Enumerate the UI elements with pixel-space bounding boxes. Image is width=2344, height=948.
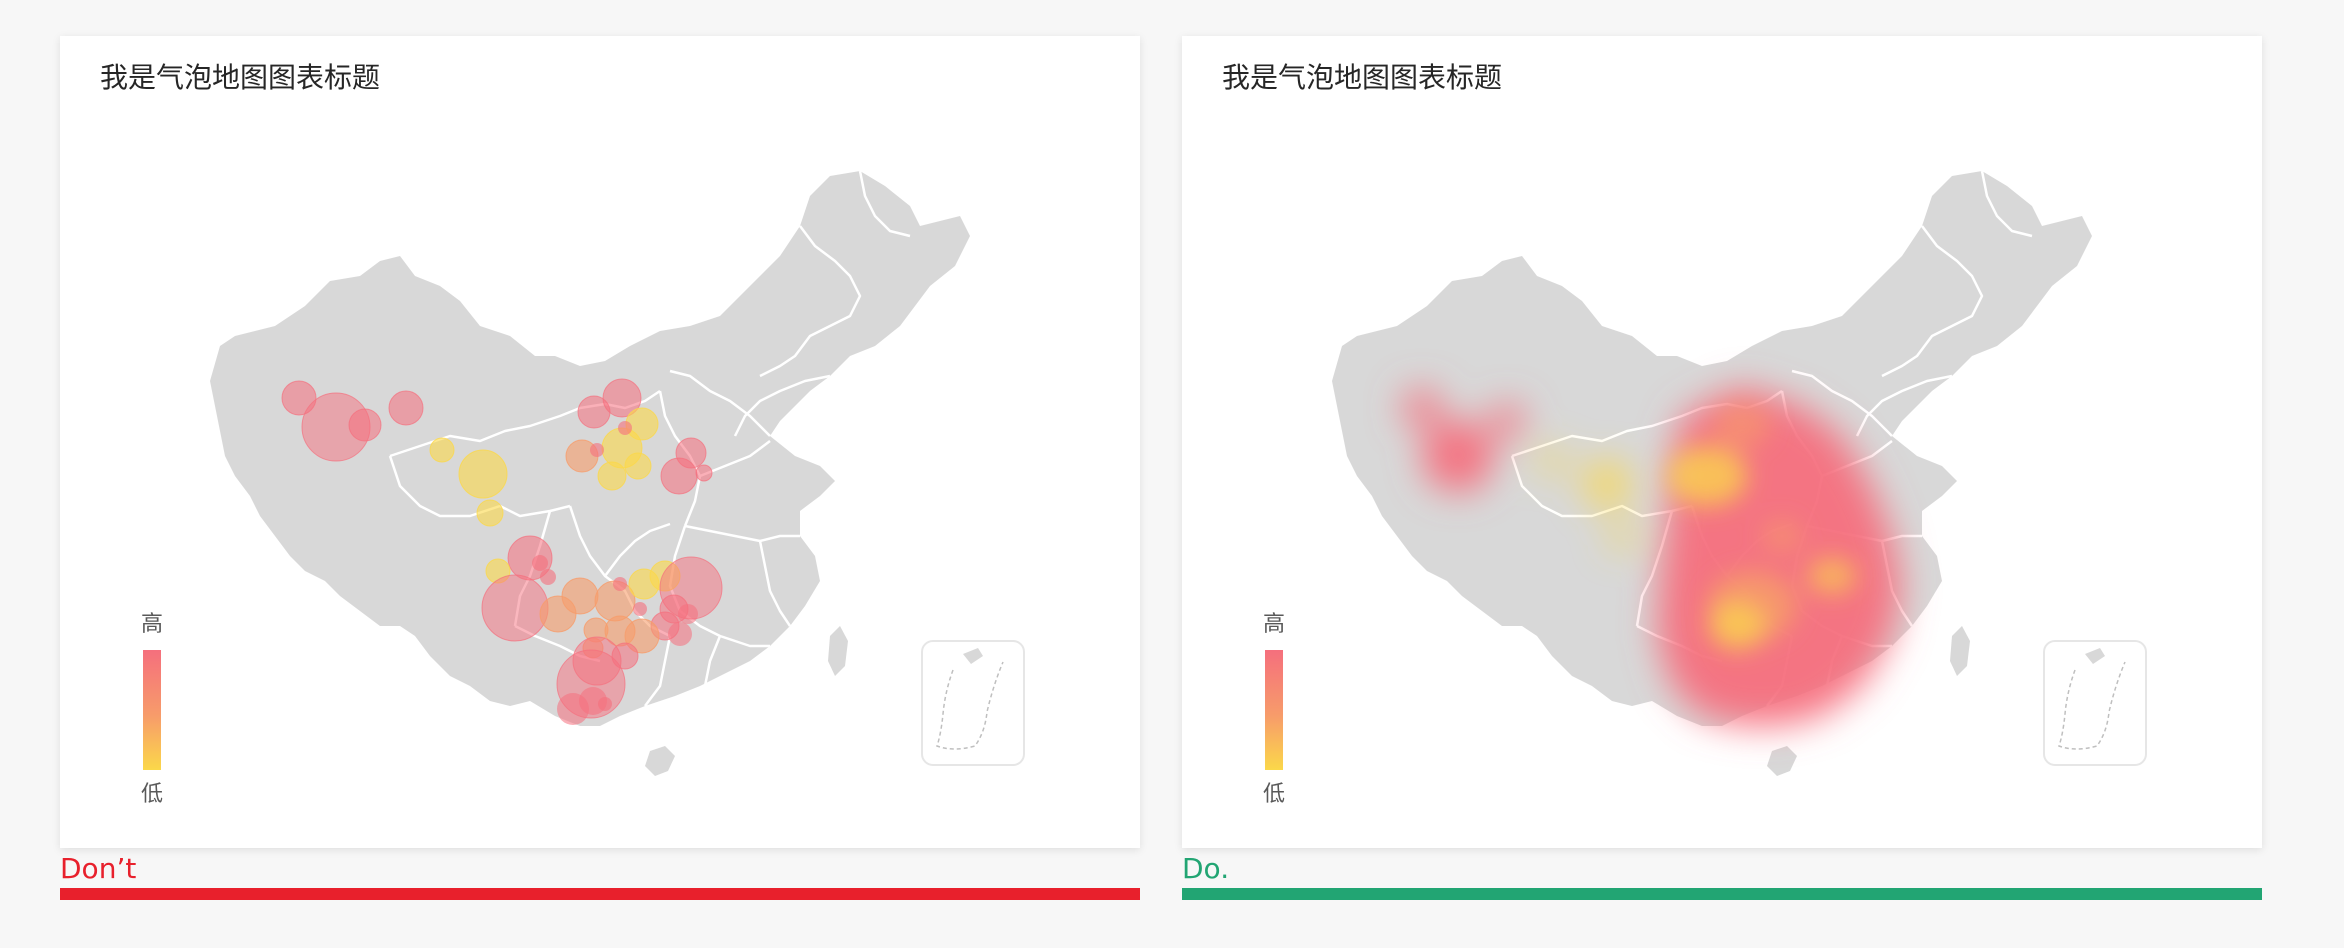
do-chart-card: 我是气泡地图图表标题 (1182, 36, 2262, 848)
color-legend: 高 低 (1262, 614, 1286, 806)
legend-low-label: 低 (1262, 782, 1285, 807)
chart-title: 我是气泡地图图表标题 (100, 61, 381, 94)
south-china-sea-inset (2043, 640, 2147, 766)
color-legend: 高 低 (140, 614, 164, 806)
do-rule (1182, 888, 2262, 900)
dont-caption: Don’t (60, 852, 137, 885)
legend-low-label: 低 (140, 782, 163, 807)
heat-cores (1667, 404, 1856, 650)
bubbles (281, 378, 723, 725)
legend-gradient-bar (1265, 650, 1283, 770)
china-bubble-map (210, 170, 970, 776)
south-china-sea-inset (921, 640, 1025, 766)
legend-high-label: 高 (1262, 612, 1285, 637)
china-heatmap (1332, 170, 2092, 776)
do-caption: Do. (1182, 852, 1230, 885)
legend-high-label: 高 (140, 612, 163, 637)
chart-title: 我是气泡地图图表标题 (1222, 61, 1503, 94)
dont-chart-card: 我是气泡地图图表标题 (60, 36, 1140, 848)
dont-rule (60, 888, 1140, 900)
legend-gradient-bar (143, 650, 161, 770)
